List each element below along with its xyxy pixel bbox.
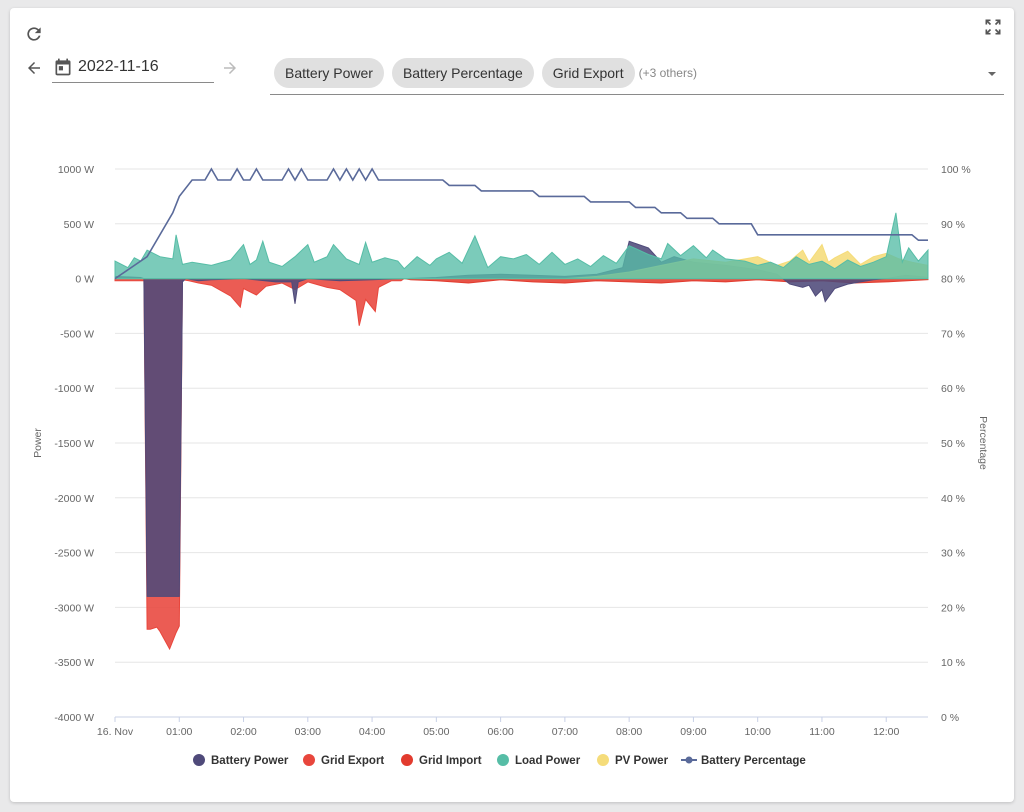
legend-label: Load Power <box>515 755 581 767</box>
fullscreen-icon[interactable] <box>982 16 1004 38</box>
legend-label: PV Power <box>615 755 669 767</box>
y-left-tick-label: -500 W <box>60 328 94 340</box>
caret-down-icon[interactable] <box>984 66 1000 82</box>
legend-label: Grid Export <box>321 755 384 767</box>
y-right-tick-label: 80 % <box>941 274 965 286</box>
y-right-tick-label: 90 % <box>941 219 965 231</box>
y-right-tick-label: 60 % <box>941 383 965 395</box>
y-left-tick-label: -1500 W <box>54 438 94 450</box>
y-left-tick-label: -2000 W <box>54 493 94 505</box>
legend-item-pv-power[interactable]: PV Power <box>597 754 669 767</box>
series-select[interactable]: Battery Power Battery Percentage Grid Ex… <box>270 56 1004 95</box>
legend-symbol <box>303 754 315 766</box>
y-right-tick-label: 0 % <box>941 712 959 724</box>
y-left-tick-label: -2500 W <box>54 548 94 560</box>
legend-item-load-power[interactable]: Load Power <box>497 754 581 767</box>
legend-symbol <box>193 754 205 766</box>
date-input[interactable] <box>78 58 208 76</box>
y-right-tick-label: 70 % <box>941 328 965 340</box>
y-left-tick-label: -1000 W <box>54 383 94 395</box>
y-left-tick-label: -3500 W <box>54 657 94 669</box>
y-left-tick-label: 500 W <box>64 219 94 231</box>
y-left-axis-title: Power <box>32 428 44 458</box>
y-right-tick-label: 40 % <box>941 493 965 505</box>
y-right-tick-label: 10 % <box>941 657 965 669</box>
calendar-icon[interactable] <box>52 56 74 78</box>
x-tick-label: 08:00 <box>616 726 642 738</box>
x-tick-label: 09:00 <box>680 726 706 738</box>
power-chart: 1000 W 500 W 0 W -500 W -1000 W -1500 W -2000 … <box>32 164 989 767</box>
y-left-tick-label: -3000 W <box>54 602 94 614</box>
date-picker[interactable] <box>52 52 214 83</box>
y-left-tick-label: -4000 W <box>54 712 94 724</box>
series-battery-percentage-line <box>114 167 928 280</box>
x-tick-label: 11:00 <box>809 726 835 738</box>
series-grid-export-area <box>114 278 928 651</box>
chart-card: Battery Power Battery Percentage Grid Ex… <box>10 8 1014 802</box>
legend-symbol <box>401 754 413 766</box>
arrow-right-icon[interactable] <box>220 58 240 78</box>
x-tick-label: 12:00 <box>873 726 899 738</box>
legend-symbol <box>685 756 693 764</box>
x-tick-label: 16. Nov <box>97 726 134 738</box>
y-left-tick-label: 0 W <box>75 274 94 286</box>
x-tick-label: 05:00 <box>423 726 449 738</box>
legend-label: Battery Power <box>211 755 289 767</box>
x-tick-label: 10:00 <box>745 726 771 738</box>
legend-item-battery-power[interactable]: Battery Power <box>193 754 289 767</box>
legend-symbol <box>497 754 509 766</box>
y-left-tick-label: 1000 W <box>58 164 94 176</box>
y-right-tick-label: 30 % <box>941 548 965 560</box>
x-tick-label: 04:00 <box>359 726 385 738</box>
x-tick-label: 06:00 <box>487 726 513 738</box>
x-tick-label: 07:00 <box>552 726 578 738</box>
legend-label: Battery Percentage <box>701 755 806 767</box>
y-right-tick-label: 20 % <box>941 602 965 614</box>
legend-item-grid-export[interactable]: Grid Export <box>303 754 384 767</box>
y-right-tick-label: 100 % <box>941 164 971 176</box>
legend-item-grid-import[interactable]: Grid Import <box>401 754 482 767</box>
chip-grid-export[interactable]: Grid Export <box>541 58 635 88</box>
legend-item-battery-percentage[interactable]: Battery Percentage <box>681 755 806 767</box>
y-right-tick-label: 50 % <box>941 438 965 450</box>
series-load-power-area <box>114 212 929 280</box>
legend-symbol <box>597 754 609 766</box>
legend-label: Grid Import <box>419 755 482 767</box>
arrow-left-icon[interactable] <box>24 58 44 78</box>
chip-battery-percentage[interactable]: Battery Percentage <box>391 58 534 88</box>
x-tick-label: 01:00 <box>166 726 192 738</box>
chip-battery-power[interactable]: Battery Power <box>274 58 384 88</box>
x-tick-label: 02:00 <box>230 726 256 738</box>
others-count: (+3 others) <box>638 66 697 80</box>
x-tick-label: 03:00 <box>295 726 321 738</box>
y-right-axis-title: Percentage <box>977 416 989 470</box>
